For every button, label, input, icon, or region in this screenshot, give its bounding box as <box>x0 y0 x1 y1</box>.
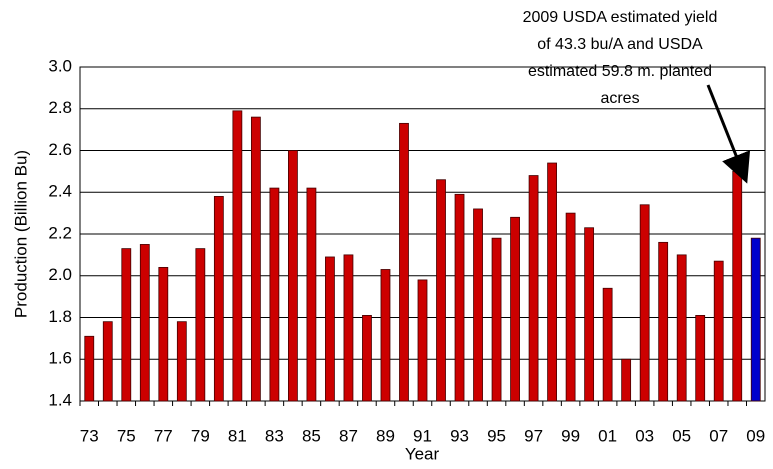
x-tick-label: 83 <box>265 426 284 445</box>
bar <box>732 170 743 402</box>
bar <box>750 237 761 402</box>
x-tick-label: 89 <box>376 426 395 445</box>
annotation: of 43.3 bu/A and USDA <box>537 36 703 53</box>
y-tick-label: 1.8 <box>48 307 72 326</box>
y-tick-label: 2.8 <box>48 98 72 117</box>
y-tick-label: 2.0 <box>48 265 72 284</box>
x-axis-label: Year <box>405 444 440 463</box>
bar <box>399 122 409 402</box>
bar <box>676 254 687 402</box>
bar <box>325 256 335 402</box>
bar <box>176 321 187 402</box>
bar <box>454 193 465 402</box>
x-tick-label: 95 <box>487 426 506 445</box>
y-axis-label: Production (Billion Bu) <box>11 150 30 318</box>
x-tick-label: 75 <box>117 426 136 445</box>
bar <box>306 187 317 402</box>
x-tick-label: 81 <box>228 426 247 445</box>
bar <box>380 269 391 402</box>
bar <box>250 116 261 402</box>
x-tick-label: 77 <box>154 426 173 445</box>
bar <box>362 315 372 402</box>
bar <box>713 260 724 402</box>
x-tick-label: 93 <box>450 426 469 445</box>
x-tick-label: 09 <box>746 426 765 445</box>
x-tick-label: 87 <box>339 426 358 445</box>
bar <box>621 358 632 402</box>
bar <box>269 187 280 402</box>
annotation-arrow <box>706 84 751 184</box>
bar <box>288 150 298 402</box>
annotation: acres <box>600 90 639 107</box>
y-tick-label: 2.4 <box>48 182 72 201</box>
x-tick-label: 05 <box>672 426 691 445</box>
bar <box>528 175 539 402</box>
bar <box>602 287 613 402</box>
bar <box>584 227 595 402</box>
bar <box>343 254 354 402</box>
bar <box>436 179 446 402</box>
bar <box>565 212 576 402</box>
annotation: estimated 59.8 m. planted <box>528 63 712 80</box>
x-tick-label: 85 <box>302 426 321 445</box>
x-tick-label: 99 <box>561 426 580 445</box>
bar <box>158 266 169 402</box>
x-tick-label: 97 <box>524 426 543 445</box>
x-tick-label: 03 <box>635 426 654 445</box>
y-tick-label: 1.4 <box>48 390 72 409</box>
bar <box>510 216 520 402</box>
bar <box>658 241 669 402</box>
bar <box>84 335 95 402</box>
y-tick-label: 1.6 <box>48 349 72 368</box>
annotation: 2009 USDA estimated yield <box>523 9 718 26</box>
x-tick-label: 01 <box>598 426 617 445</box>
bar <box>695 315 706 402</box>
bar <box>417 279 428 402</box>
x-tick-label: 91 <box>413 426 432 445</box>
bar <box>121 248 132 402</box>
bar <box>639 204 650 402</box>
x-tick-label: 79 <box>191 426 210 445</box>
x-tick-label: 73 <box>80 426 99 445</box>
x-tick-label: 07 <box>709 426 728 445</box>
y-tick-label: 2.6 <box>48 140 72 159</box>
bar <box>491 237 502 402</box>
bar <box>547 162 557 402</box>
bar <box>195 248 206 402</box>
bar <box>139 244 150 402</box>
y-tick-label: 3.0 <box>48 56 72 75</box>
y-tick-label: 2.2 <box>48 223 72 242</box>
bar <box>473 208 483 402</box>
bar <box>213 196 224 402</box>
bar <box>232 110 243 402</box>
bar <box>102 321 113 402</box>
